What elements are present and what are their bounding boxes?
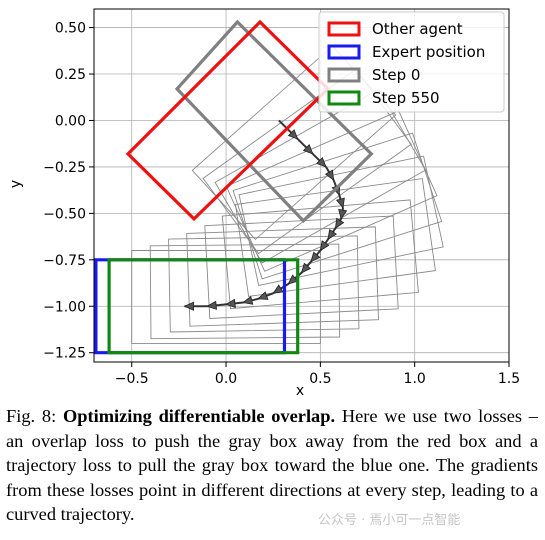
trajectory-arrowhead — [316, 157, 327, 168]
legend-swatch — [327, 90, 361, 106]
y-axis-label: y — [8, 180, 24, 188]
trajectory-arrowhead — [287, 274, 299, 285]
x-tick-label: 1.5 — [498, 371, 520, 387]
legend-label: Expert position — [372, 43, 485, 61]
trajectory-arrowhead — [183, 301, 194, 311]
trajectory-arrowhead — [287, 129, 299, 140]
intermediate-box — [131, 250, 321, 344]
intermediate-box — [191, 45, 397, 241]
trajectory-arrowhead — [206, 300, 217, 310]
plot-frame — [93, 8, 510, 363]
x-tick-label: 1.0 — [404, 371, 426, 387]
x-tick-label: 0.0 — [215, 371, 237, 387]
trajectory-arrowhead — [324, 169, 335, 181]
chart: −0.5 0.0 0.5 1.0 1.5 0.50 0.25 0.00 −0.25 −0.50 −0… — [8, 8, 520, 399]
caption-title: Optimizing differentiable overlap. — [62, 406, 336, 426]
trajectory-arrowhead — [327, 229, 338, 241]
intermediate-box — [202, 68, 412, 255]
legend: Other agent Expert position Step 0 Step 550 — [318, 11, 505, 113]
y-tick-label: 0.25 — [55, 67, 86, 83]
figure-caption: Fig. 8: Optimizing differentiable overla… — [6, 404, 538, 527]
legend-label: Other agent — [372, 20, 463, 38]
intermediate-box — [238, 155, 444, 287]
intermediate-box — [232, 132, 443, 280]
intermediate-box — [225, 110, 438, 272]
trajectory-arrowhead — [225, 298, 236, 308]
y-tick-label: −0.50 — [43, 206, 86, 222]
trajectory-arrowhead — [334, 217, 345, 230]
ticks: −0.5 0.0 0.5 1.0 1.5 0.50 0.25 0.00 −0.25 −0.50 −0… — [43, 21, 520, 387]
trajectory-arrowhead — [310, 251, 321, 263]
trajectory-arrowhead — [335, 197, 345, 209]
axes-frame — [93, 8, 510, 363]
legend-swatch — [327, 44, 361, 60]
legend-label: Step 550 — [372, 89, 440, 107]
x-tick-label: −0.5 — [115, 371, 149, 387]
caption-body: Here we use two losses – an overlap loss… — [6, 406, 538, 524]
y-tick-label: 0.00 — [55, 113, 86, 129]
intermediate-box — [149, 243, 341, 340]
y-tick-label: −0.75 — [43, 253, 86, 269]
trajectory-arrowhead — [272, 284, 284, 294]
y-tick-label: −1.25 — [43, 346, 86, 362]
trajectory-arrowhead — [242, 295, 254, 305]
legend-swatch — [327, 67, 361, 83]
y-tick-label: −0.25 — [43, 160, 86, 176]
watermark: 公众号 · 焉小可一点智能 — [318, 513, 461, 528]
legend-box — [318, 11, 505, 113]
trajectory — [183, 119, 348, 311]
legend-label: Step 0 — [372, 66, 420, 84]
intermediate-box — [168, 235, 360, 333]
intermediate-box — [234, 178, 436, 297]
intermediate-box — [186, 226, 379, 327]
x-axis-label: x — [296, 383, 304, 399]
trajectory-arrowhead — [300, 262, 312, 274]
x-tick-label: 0.5 — [309, 371, 331, 387]
trajectory-arrowhead — [338, 208, 348, 220]
y-tick-label: −1.00 — [43, 299, 86, 315]
intermediate-box — [221, 199, 419, 310]
intermediate-box — [204, 215, 399, 319]
step-0-box — [174, 19, 374, 224]
step-550-box — [107, 258, 300, 355]
caption-label: Fig. 8: — [6, 406, 63, 426]
legend-swatch — [327, 21, 361, 37]
trajectory-arrowhead — [257, 291, 269, 300]
y-tick-label: 0.50 — [55, 21, 86, 37]
trajectory-arrowhead — [319, 240, 330, 252]
trajectory-arrowhead — [302, 144, 314, 155]
intermediate-boxes — [131, 45, 444, 344]
